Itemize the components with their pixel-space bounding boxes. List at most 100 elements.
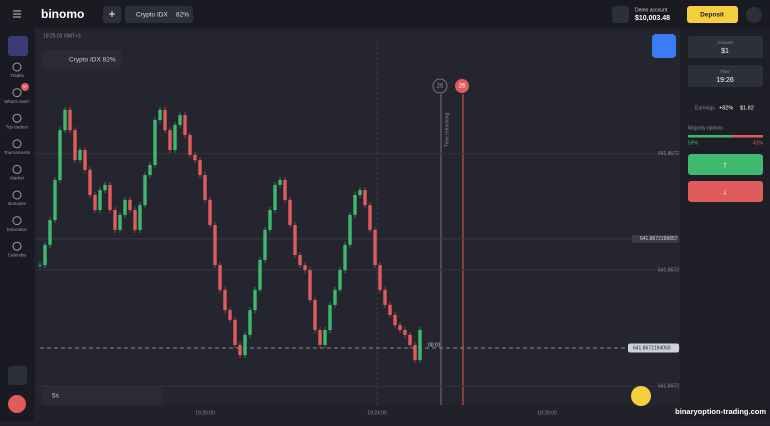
price-box <box>628 343 679 353</box>
candle <box>133 210 137 230</box>
candle <box>323 330 327 345</box>
candle <box>243 334 247 356</box>
candle <box>418 330 422 360</box>
down-label: 41% <box>753 140 764 146</box>
candle <box>378 265 382 290</box>
candle <box>188 135 192 155</box>
sidebar-label: Calendar <box>8 252 27 257</box>
rocket[interactable] <box>8 366 27 385</box>
badge <box>21 83 29 91</box>
up-button[interactable] <box>688 154 763 175</box>
candle <box>223 289 227 311</box>
candle <box>103 184 107 191</box>
chart-area <box>36 30 680 405</box>
avatar[interactable] <box>746 7 762 23</box>
candle <box>283 180 287 200</box>
candle <box>48 220 52 245</box>
sidebar-icon <box>12 139 22 149</box>
highlight-box <box>632 234 679 243</box>
candle <box>338 270 342 290</box>
countdown-red <box>455 79 469 93</box>
candle <box>318 330 322 345</box>
deposit-button[interactable] <box>687 6 738 23</box>
asset-back[interactable] <box>42 50 122 69</box>
y-tick-label: 641.8672 <box>658 384 679 390</box>
sidebar-label: Market <box>10 176 25 181</box>
candle <box>128 199 132 210</box>
candle <box>293 225 297 255</box>
candle <box>348 214 352 245</box>
account-type[interactable]: Demo account <box>635 7 668 13</box>
candle <box>278 180 282 185</box>
candle <box>158 109 162 120</box>
candle <box>328 304 332 330</box>
amount: $1 <box>721 48 729 55</box>
price-label: 641.8672194050 <box>633 345 671 351</box>
candle <box>253 289 257 311</box>
countdown-red-label: 26 <box>459 84 466 90</box>
candle <box>303 265 307 270</box>
trade-history[interactable] <box>631 386 651 406</box>
sidebar-icon <box>12 216 22 226</box>
help[interactable] <box>8 395 26 413</box>
social[interactable] <box>652 34 676 58</box>
candle <box>208 199 212 225</box>
candle <box>368 205 372 230</box>
candle <box>263 229 267 260</box>
time-box[interactable] <box>688 65 763 87</box>
candle <box>313 300 317 330</box>
time-label: Time <box>720 69 730 74</box>
up-label: 59% <box>688 140 699 146</box>
candle <box>393 315 397 326</box>
candle <box>68 109 72 131</box>
candle <box>238 345 242 356</box>
candle <box>308 270 312 300</box>
sidebar-icon <box>12 164 22 174</box>
asset-payout: 82% <box>176 12 189 19</box>
candle <box>143 175 147 206</box>
add-asset[interactable] <box>103 6 121 23</box>
candle <box>168 130 172 150</box>
candle <box>93 195 97 210</box>
candle <box>138 205 142 230</box>
candle <box>343 244 347 270</box>
candle <box>113 210 117 230</box>
sidebar-label: Bonuses <box>8 201 26 206</box>
candle <box>148 165 152 176</box>
down-button[interactable] <box>688 181 763 202</box>
candle <box>58 130 62 180</box>
sidebar-icon <box>12 113 22 123</box>
candle <box>123 199 127 215</box>
candle <box>373 229 377 266</box>
earnings: $1.82 <box>740 105 754 111</box>
y-tick-label: 641.8672 <box>658 151 679 157</box>
candle <box>193 154 197 161</box>
highlight-label: 641.8672199657 <box>640 236 678 242</box>
candle <box>53 180 57 221</box>
refill[interactable] <box>612 6 629 23</box>
candle <box>298 255 302 266</box>
candle <box>73 130 77 161</box>
sidebar-label: Top traders <box>6 124 29 129</box>
asset-tab[interactable] <box>125 6 193 23</box>
asset-icon[interactable] <box>8 36 28 56</box>
candle <box>153 120 157 165</box>
opinion-label: Majority opinion <box>688 125 723 131</box>
sidebar-icon <box>12 62 22 72</box>
candle <box>398 325 402 330</box>
timeframe[interactable]: 5s <box>52 393 60 400</box>
candle <box>233 319 237 345</box>
amount-label: Amount <box>717 40 733 45</box>
candle <box>288 199 292 225</box>
candle <box>83 150 87 170</box>
candle <box>248 310 252 335</box>
countdown <box>432 78 448 94</box>
candle <box>228 310 232 320</box>
asset-label: Crypto IDX 82% <box>69 57 116 64</box>
candle <box>163 109 167 131</box>
x-tick-label: 19:20:00 <box>195 410 215 416</box>
time: 19:26 <box>716 77 734 84</box>
amount-box[interactable] <box>688 36 763 58</box>
